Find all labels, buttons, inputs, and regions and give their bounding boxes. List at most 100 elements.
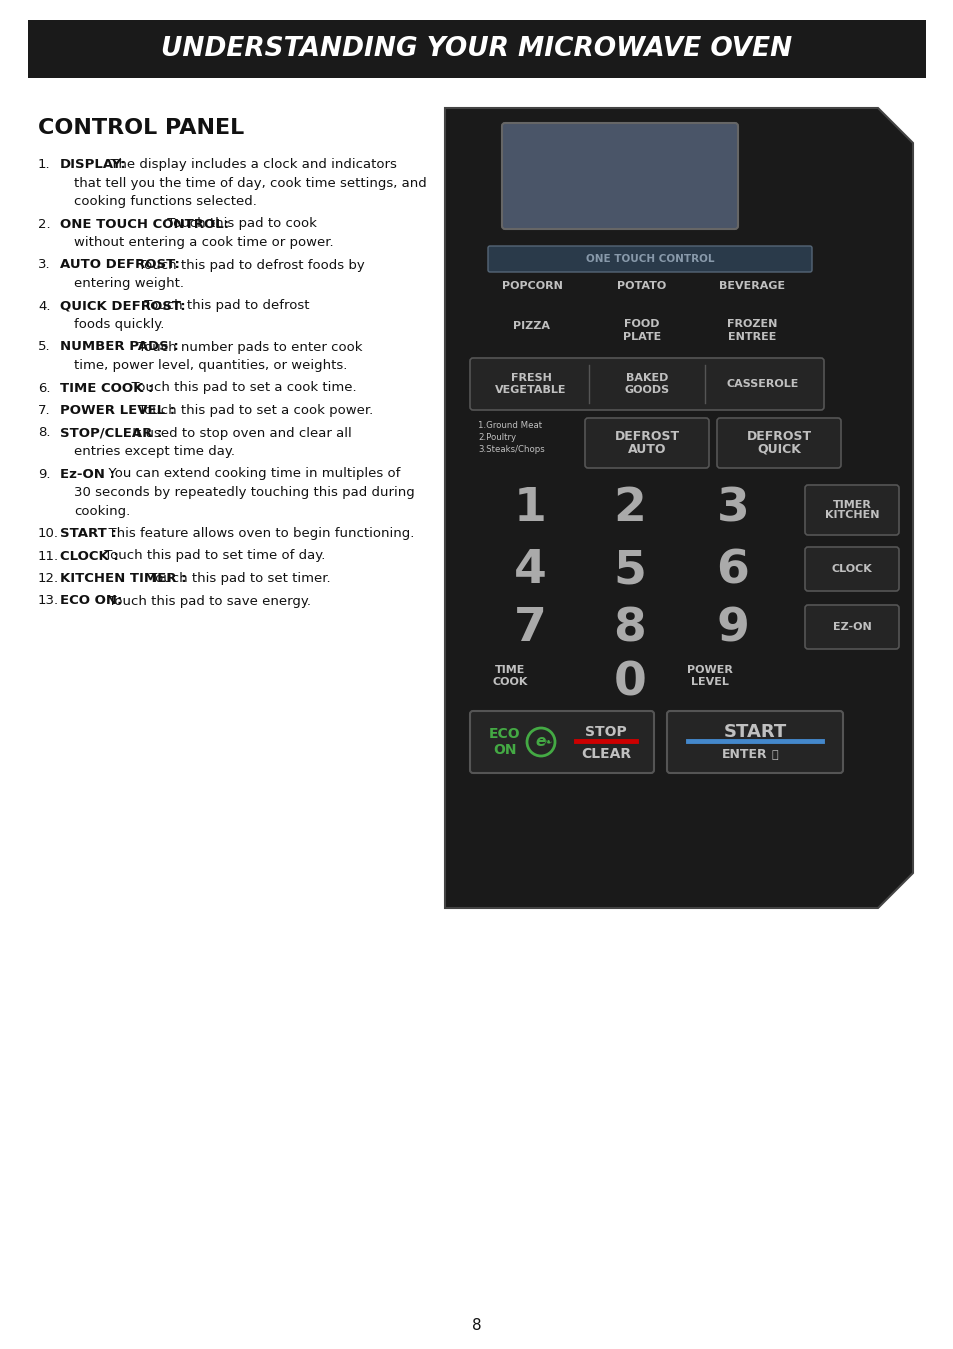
Text: 30 seconds by repeatedly touching this pad during: 30 seconds by repeatedly touching this p… [74,486,415,499]
Text: 6: 6 [716,548,749,594]
Text: TIME COOK :: TIME COOK : [60,382,153,394]
Text: ECO ON:: ECO ON: [60,595,122,607]
Text: entering weight.: entering weight. [74,277,184,290]
Text: POTATO: POTATO [617,281,666,291]
Text: 13.: 13. [38,595,59,607]
Text: e: e [536,734,546,750]
Text: EZ-ON: EZ-ON [832,622,870,631]
Text: time, power level, quantities, or weights.: time, power level, quantities, or weight… [74,359,347,372]
Text: PIZZA: PIZZA [513,321,550,331]
Text: ON: ON [493,743,517,757]
Text: 9: 9 [716,606,749,652]
Text: START: START [722,723,786,741]
Text: CLOCK: CLOCK [831,564,871,575]
Text: Touch this pad to defrost: Touch this pad to defrost [140,299,309,313]
Text: Touch this pad to save energy.: Touch this pad to save energy. [100,595,311,607]
Text: CASSEROLE: CASSEROLE [726,379,799,389]
Text: It used to stop oven and clear all: It used to stop oven and clear all [129,426,352,440]
FancyBboxPatch shape [584,418,708,468]
Text: 4.: 4. [38,299,51,313]
FancyBboxPatch shape [804,546,898,591]
Text: DISPLAY:: DISPLAY: [60,158,127,171]
Text: Touch this pad to cook: Touch this pad to cook [162,217,316,231]
Text: This feature allows oven to begin functioning.: This feature allows oven to begin functi… [100,527,414,540]
Text: 🔒: 🔒 [771,750,778,759]
Text: ONE TOUCH CONTROL: ONE TOUCH CONTROL [585,254,714,264]
Text: 7.: 7. [38,403,51,417]
Text: GOODS: GOODS [624,384,669,395]
Text: KITCHEN TIMER :: KITCHEN TIMER : [60,572,186,585]
Text: 8: 8 [472,1318,481,1333]
Text: AUTO: AUTO [627,442,665,456]
Text: 8.: 8. [38,426,51,440]
Text: 12.: 12. [38,572,59,585]
Text: 4: 4 [513,548,546,594]
Text: 2: 2 [613,486,646,532]
Text: 9.: 9. [38,468,51,480]
Text: UNDERSTANDING YOUR MICROWAVE OVEN: UNDERSTANDING YOUR MICROWAVE OVEN [161,36,792,62]
Text: 11.: 11. [38,549,59,563]
FancyBboxPatch shape [717,418,841,468]
Text: 6.: 6. [38,382,51,394]
Text: ENTREE: ENTREE [727,332,776,343]
Text: AUTO DEFROST:: AUTO DEFROST: [60,259,180,271]
Text: Touch this pad to set timer.: Touch this pad to set timer. [146,572,331,585]
Text: cooking functions selected.: cooking functions selected. [74,196,256,208]
Text: ❧: ❧ [540,737,552,747]
Text: 3: 3 [716,486,749,532]
Text: ENTER: ENTER [721,749,767,761]
Text: DEFROST: DEFROST [614,430,679,444]
Text: 2.Poultry: 2.Poultry [477,433,516,442]
FancyBboxPatch shape [804,604,898,649]
Text: Touch this pad to set a cook power.: Touch this pad to set a cook power. [134,403,373,417]
Text: ONE TOUCH CONTROL:: ONE TOUCH CONTROL: [60,217,229,231]
Text: QUICK: QUICK [757,442,801,456]
Text: START :: START : [60,527,116,540]
Text: The display includes a clock and indicators: The display includes a clock and indicat… [106,158,396,171]
Text: CLOCK :: CLOCK : [60,549,118,563]
Text: CLEAR: CLEAR [580,747,630,761]
Text: BAKED: BAKED [625,374,667,383]
Text: STOP: STOP [584,724,626,739]
Text: 1.Ground Meat: 1.Ground Meat [477,421,541,430]
Text: PLATE: PLATE [622,332,660,343]
Text: TIMER: TIMER [832,499,870,510]
Text: that tell you the time of day, cook time settings, and: that tell you the time of day, cook time… [74,177,426,189]
Text: POWER LEVEL :: POWER LEVEL : [60,403,175,417]
Text: BEVERAGE: BEVERAGE [719,281,784,291]
Text: Touch this pad to set time of day.: Touch this pad to set time of day. [100,549,325,563]
Text: POPCORN: POPCORN [501,281,562,291]
FancyBboxPatch shape [488,246,811,272]
Text: 10.: 10. [38,527,59,540]
Text: 3.Steaks/Chops: 3.Steaks/Chops [477,445,544,455]
FancyBboxPatch shape [470,711,654,773]
Text: ECO: ECO [489,727,520,741]
FancyBboxPatch shape [470,357,823,410]
Text: TIME: TIME [495,665,525,674]
Text: FROZEN: FROZEN [726,318,777,329]
FancyBboxPatch shape [501,123,738,229]
Text: STOP/CLEAR :: STOP/CLEAR : [60,426,162,440]
Text: KITCHEN: KITCHEN [824,510,879,521]
Text: foods quickly.: foods quickly. [74,318,164,331]
Text: CONTROL PANEL: CONTROL PANEL [38,117,244,138]
Text: 5.: 5. [38,340,51,353]
Text: 1: 1 [513,486,546,532]
Polygon shape [444,108,912,908]
Text: POWER: POWER [686,665,732,674]
Text: 0: 0 [613,660,646,706]
Text: 7: 7 [513,606,546,652]
Text: NUMBER PADS :: NUMBER PADS : [60,340,178,353]
Text: entries except time day.: entries except time day. [74,445,234,459]
Text: FOOD: FOOD [623,318,659,329]
Text: 3.: 3. [38,259,51,271]
Text: Touch number pads to enter cook: Touch number pads to enter cook [134,340,362,353]
Text: Touch this pad to set a cook time.: Touch this pad to set a cook time. [123,382,356,394]
Text: You can extend cooking time in multiples of: You can extend cooking time in multiples… [100,468,400,480]
Text: without entering a cook time or power.: without entering a cook time or power. [74,236,334,250]
Text: 8: 8 [613,606,646,652]
Text: VEGETABLE: VEGETABLE [495,384,566,395]
Text: Touch this pad to defrost foods by: Touch this pad to defrost foods by [134,259,364,271]
Text: cooking.: cooking. [74,505,131,518]
Text: LEVEL: LEVEL [690,677,728,687]
